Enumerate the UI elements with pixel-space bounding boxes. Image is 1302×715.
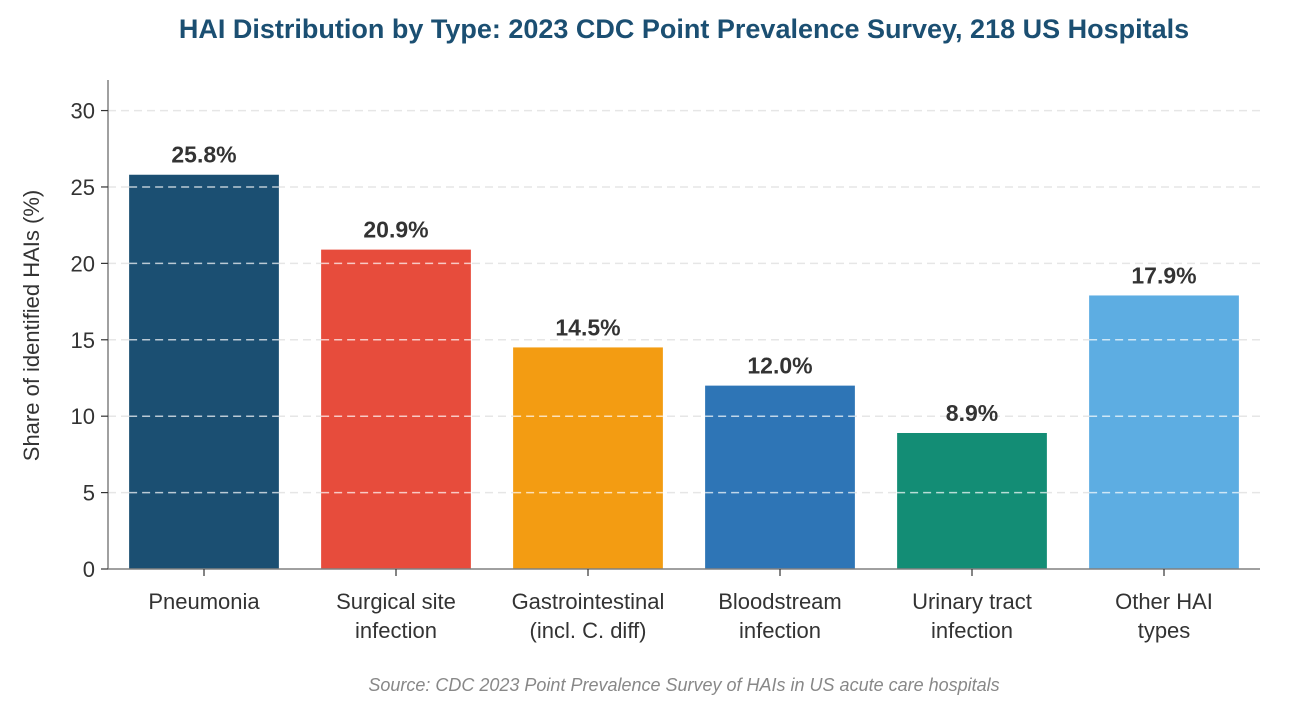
bar bbox=[897, 432, 1047, 569]
bar bbox=[1089, 295, 1239, 569]
y-tick-label: 5 bbox=[83, 481, 95, 506]
value-label: 8.9% bbox=[946, 400, 998, 426]
y-tick-label: 20 bbox=[71, 251, 95, 276]
bar bbox=[321, 249, 471, 569]
x-tick-label: Surgical site infection bbox=[336, 589, 456, 643]
y-tick-label: 0 bbox=[83, 557, 95, 582]
x-tick-label: Pneumonia bbox=[148, 589, 260, 614]
bars bbox=[129, 174, 1239, 569]
x-tick-label: Bloodstream infection bbox=[718, 589, 842, 643]
value-label: 17.9% bbox=[1131, 262, 1196, 288]
y-tick-label: 10 bbox=[71, 404, 95, 429]
x-tick-label: Urinary tract infection bbox=[912, 589, 1032, 643]
value-label: 20.9% bbox=[363, 217, 428, 243]
axes bbox=[101, 80, 1260, 576]
value-label: 12.0% bbox=[747, 353, 812, 379]
gridlines bbox=[108, 109, 1260, 494]
x-tick-label: Gastrointestinal (incl. C. diff) bbox=[512, 589, 665, 643]
y-axis-label: Share of identified HAIs (%) bbox=[19, 190, 44, 461]
value-label: 25.8% bbox=[171, 142, 236, 168]
bar bbox=[705, 385, 855, 569]
y-tick-label: 30 bbox=[71, 99, 95, 124]
bar bbox=[513, 347, 663, 569]
y-tick-label: 15 bbox=[71, 328, 95, 353]
y-tick-label: 25 bbox=[71, 175, 95, 200]
x-tick-label: Other HAI types bbox=[1115, 589, 1213, 643]
value-label: 14.5% bbox=[555, 314, 620, 340]
labels: 0 5 10 15 20 25 30 Share of identified HAIs (%)… bbox=[19, 99, 1213, 643]
source-note: Source: CDC 2023 Point Prevalence Survey… bbox=[368, 675, 1000, 695]
chart-title: HAI Distribution by Type: 2023 CDC Point… bbox=[178, 14, 1190, 44]
bar bbox=[129, 174, 279, 569]
